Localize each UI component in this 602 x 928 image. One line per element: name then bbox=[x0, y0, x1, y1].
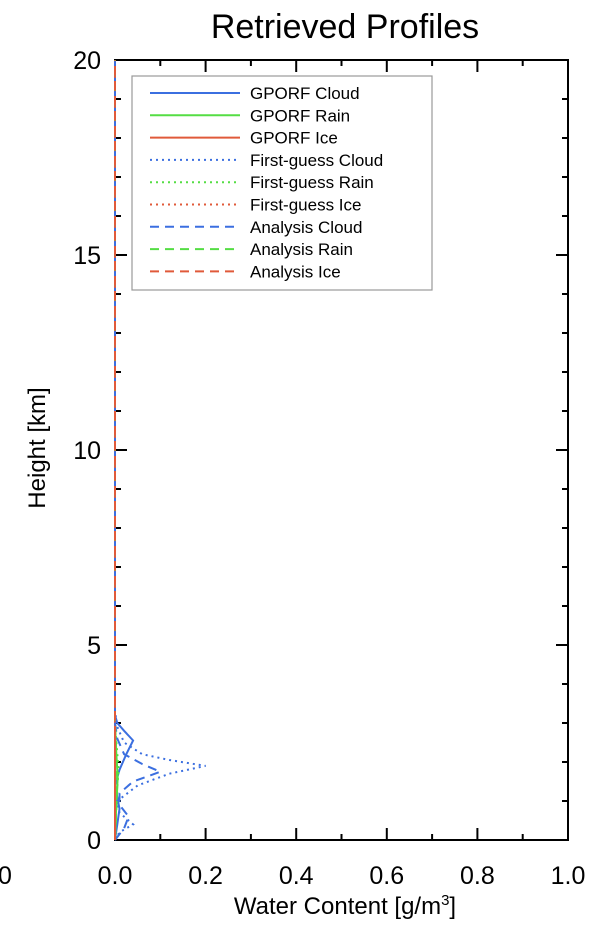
legend-label-analysis-ice: Analysis Ice bbox=[250, 262, 341, 281]
legend-label-gporf-ice: GPORF Ice bbox=[250, 129, 338, 148]
x-tick-label: 0.8 bbox=[460, 862, 495, 890]
series-lines bbox=[113, 60, 206, 841]
x-tick-label: 0.6 bbox=[369, 862, 404, 890]
tick-marks bbox=[114, 59, 569, 841]
chart-title: Retrieved Profiles bbox=[211, 8, 479, 46]
y-tick-label: 5 bbox=[87, 632, 101, 660]
x-axis-label-suffix: ] bbox=[449, 893, 456, 920]
legend-label-first-guess-rain: First-guess Rain bbox=[250, 173, 374, 192]
legend-label-analysis-cloud: Analysis Cloud bbox=[250, 218, 362, 237]
legend: GPORF Cloud GPORF Rain GPORF Ice First-gues… bbox=[131, 75, 433, 291]
y-tick-label: 20 bbox=[73, 47, 101, 75]
x-axis-label-superscript: 3 bbox=[441, 892, 449, 909]
y-tick-label: 10 bbox=[73, 437, 101, 465]
y-axis-label: Height [km] bbox=[24, 387, 51, 508]
y-tick-label: 0 bbox=[87, 827, 101, 855]
legend-label-gporf-rain: GPORF Rain bbox=[250, 106, 350, 125]
series-line-first-guess-cloud bbox=[114, 60, 206, 841]
legend-label-first-guess-cloud: First-guess Cloud bbox=[250, 151, 383, 170]
legend-label-analysis-rain: Analysis Rain bbox=[250, 240, 353, 259]
legend-label-first-guess-ice: First-guess Ice bbox=[250, 196, 361, 215]
x-tick-labels: 0.0 0.2 0.4 0.6 0.8 1.0 bbox=[98, 862, 586, 890]
x-axis-label-main: Water Content [g/m bbox=[234, 893, 441, 920]
edge-label: 0 bbox=[0, 862, 12, 890]
x-tick-label: 0.0 bbox=[98, 862, 133, 890]
x-tick-label: 1.0 bbox=[551, 862, 586, 890]
x-axis-label: Water Content [g/m3] bbox=[234, 892, 456, 920]
x-tick-label: 0.4 bbox=[279, 862, 314, 890]
legend-label-gporf-cloud: GPORF Cloud bbox=[250, 84, 360, 103]
x-tick-label: 0.2 bbox=[188, 862, 223, 890]
y-tick-label: 15 bbox=[73, 242, 101, 270]
y-tick-labels: 0 5 10 15 20 bbox=[73, 47, 101, 855]
